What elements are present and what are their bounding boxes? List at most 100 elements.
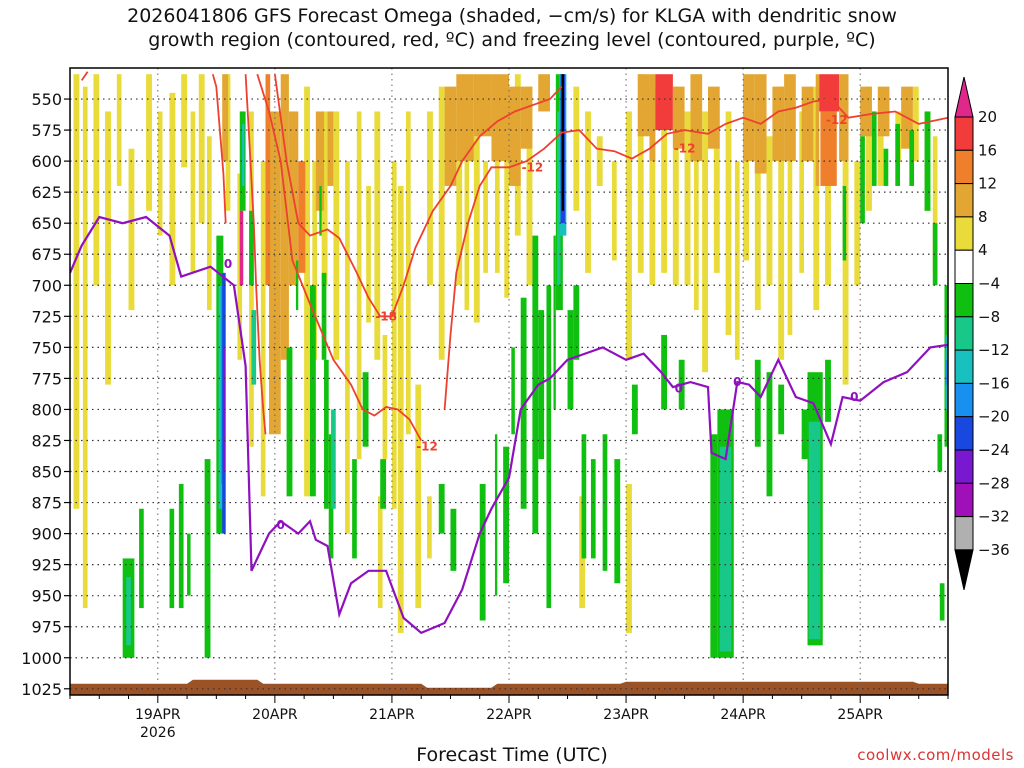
omega-streak-yellow <box>637 74 644 273</box>
colorbar-label: −4 <box>978 275 1000 293</box>
omega-streak-warm <box>655 74 673 131</box>
colorbar-swatch <box>954 449 974 484</box>
omega-streak-cool <box>766 372 773 497</box>
dgz-contour-label: -12 <box>674 142 696 156</box>
y-tick-label: 1025 <box>21 680 62 699</box>
omega-streak-cool <box>631 384 638 435</box>
omega-streak-yellow <box>684 111 691 286</box>
omega-streak-cool <box>286 347 293 497</box>
colorbar-label: −12 <box>978 341 1010 359</box>
colorbar-swatch <box>954 382 974 418</box>
omega-streak-yellow <box>877 111 884 186</box>
colorbar-bottom-arrow <box>954 549 974 591</box>
omega-streak-yellow <box>116 74 122 186</box>
omega-streak-cool <box>169 508 175 609</box>
omega-streak-cool <box>380 459 387 509</box>
omega-streak-yellow <box>456 111 463 286</box>
dgz-contour-c <box>244 74 267 435</box>
omega-streak-warm <box>222 74 229 162</box>
credit-link[interactable]: coolwx.com/models <box>857 746 1014 764</box>
colorbar-swatch <box>954 116 974 151</box>
omega-streak-warm <box>839 74 849 162</box>
colorbar-top-arrow <box>954 76 974 118</box>
omega-streak-cool <box>801 409 808 460</box>
omega-streak-cool <box>614 459 621 584</box>
omega-streak-warm <box>280 74 289 360</box>
omega-streak-cool <box>352 459 357 559</box>
omega-streak-yellow <box>321 111 328 286</box>
omega-streak-cool <box>825 359 831 422</box>
omega-streak-yellow <box>626 483 632 633</box>
omega-streak-yellow <box>105 111 111 385</box>
omega-streak-yellow <box>146 74 152 211</box>
x-tick-label: 22APR <box>486 707 532 723</box>
freezing-level-contour <box>70 215 948 635</box>
colorbar-label: −16 <box>978 374 1010 392</box>
omega-streak-warm <box>815 74 820 186</box>
omega-streak-yellow <box>702 111 709 373</box>
omega-streak-yellow <box>374 111 381 360</box>
contour-lines <box>70 71 948 635</box>
omega-streak-cool <box>520 297 527 509</box>
omega-streak-cool <box>945 359 948 385</box>
omega-streak-yellow <box>825 111 831 286</box>
omega-streak-cool <box>590 459 596 559</box>
y-tick-label: 950 <box>31 587 62 606</box>
colorbar-swatch <box>954 216 974 251</box>
chart-title: 2026041806 GFS Forecast Omega (shaded, −… <box>0 4 1024 52</box>
omega-streak-cool <box>494 434 498 596</box>
omega-streak-cool <box>778 384 785 435</box>
omega-streak-cool <box>939 583 945 621</box>
y-tick-label: 825 <box>31 431 62 450</box>
omega-streak-warm <box>456 74 474 162</box>
omega-streak-warm <box>772 86 785 162</box>
freezing-contour-label: 0 <box>850 390 858 404</box>
omega-streak-yellow <box>526 86 533 286</box>
omega-streak-yellow <box>345 161 350 534</box>
omega-streak-yellow <box>778 86 785 360</box>
omega-streak-warm <box>690 74 703 162</box>
colorbar-label: −8 <box>978 308 1000 326</box>
y-tick-label: 600 <box>31 152 62 171</box>
omega-streak-cool <box>324 359 329 509</box>
dgz-contour-label: -18 <box>375 309 397 323</box>
ground-fill <box>70 679 948 695</box>
omega-streak-yellow <box>356 111 362 460</box>
omega-streak-cool <box>883 148 889 186</box>
omega-streak-yellow <box>206 136 212 311</box>
omega-streak-yellow <box>725 111 732 335</box>
omega-streak-warm <box>637 74 650 137</box>
dgz-minus18-contour <box>274 74 563 318</box>
freezing-contour-label: 0 <box>675 381 683 395</box>
freezing-contour-label: 0 <box>224 257 232 271</box>
omega-streak-yellow <box>464 111 470 311</box>
x-tick-label: 19APR <box>135 707 181 723</box>
omega-streak-cool <box>249 210 254 286</box>
y-tick-label: 575 <box>31 121 62 140</box>
dgz-contour-d <box>80 71 89 81</box>
x-tick-year: 2026 <box>140 725 176 741</box>
colorbar-label: −24 <box>978 441 1010 459</box>
y-tick-label: 550 <box>31 90 62 109</box>
omega-streak-cool <box>924 111 931 211</box>
contour-labels: -18 -12 -12 -12 -12 0 0 0 0 0 <box>224 113 859 532</box>
y-tick-label: 725 <box>31 307 62 326</box>
colorbar-swatch <box>954 249 974 284</box>
omega-streak-warm <box>473 74 492 137</box>
omega-streak-yellow <box>128 148 135 311</box>
omega-streak-cool <box>511 347 515 435</box>
omega-streak-cool <box>895 123 901 186</box>
y-tick-label: 750 <box>31 338 62 357</box>
omega-streak-yellow <box>866 86 872 211</box>
omega-streak-warm <box>327 111 334 186</box>
omega-streak-yellow <box>73 74 80 509</box>
omega-streak-warm <box>743 74 755 162</box>
colorbar-label: 12 <box>978 175 997 193</box>
omega-streak-yellow <box>483 161 488 273</box>
colorbar-label: −32 <box>978 508 1010 526</box>
y-tick-label: 925 <box>31 556 62 575</box>
omega-streak-yellow <box>743 86 749 261</box>
omega-streak-cool <box>218 285 224 509</box>
y-tick-label: 875 <box>31 494 62 513</box>
y-tick-label: 850 <box>31 463 62 482</box>
